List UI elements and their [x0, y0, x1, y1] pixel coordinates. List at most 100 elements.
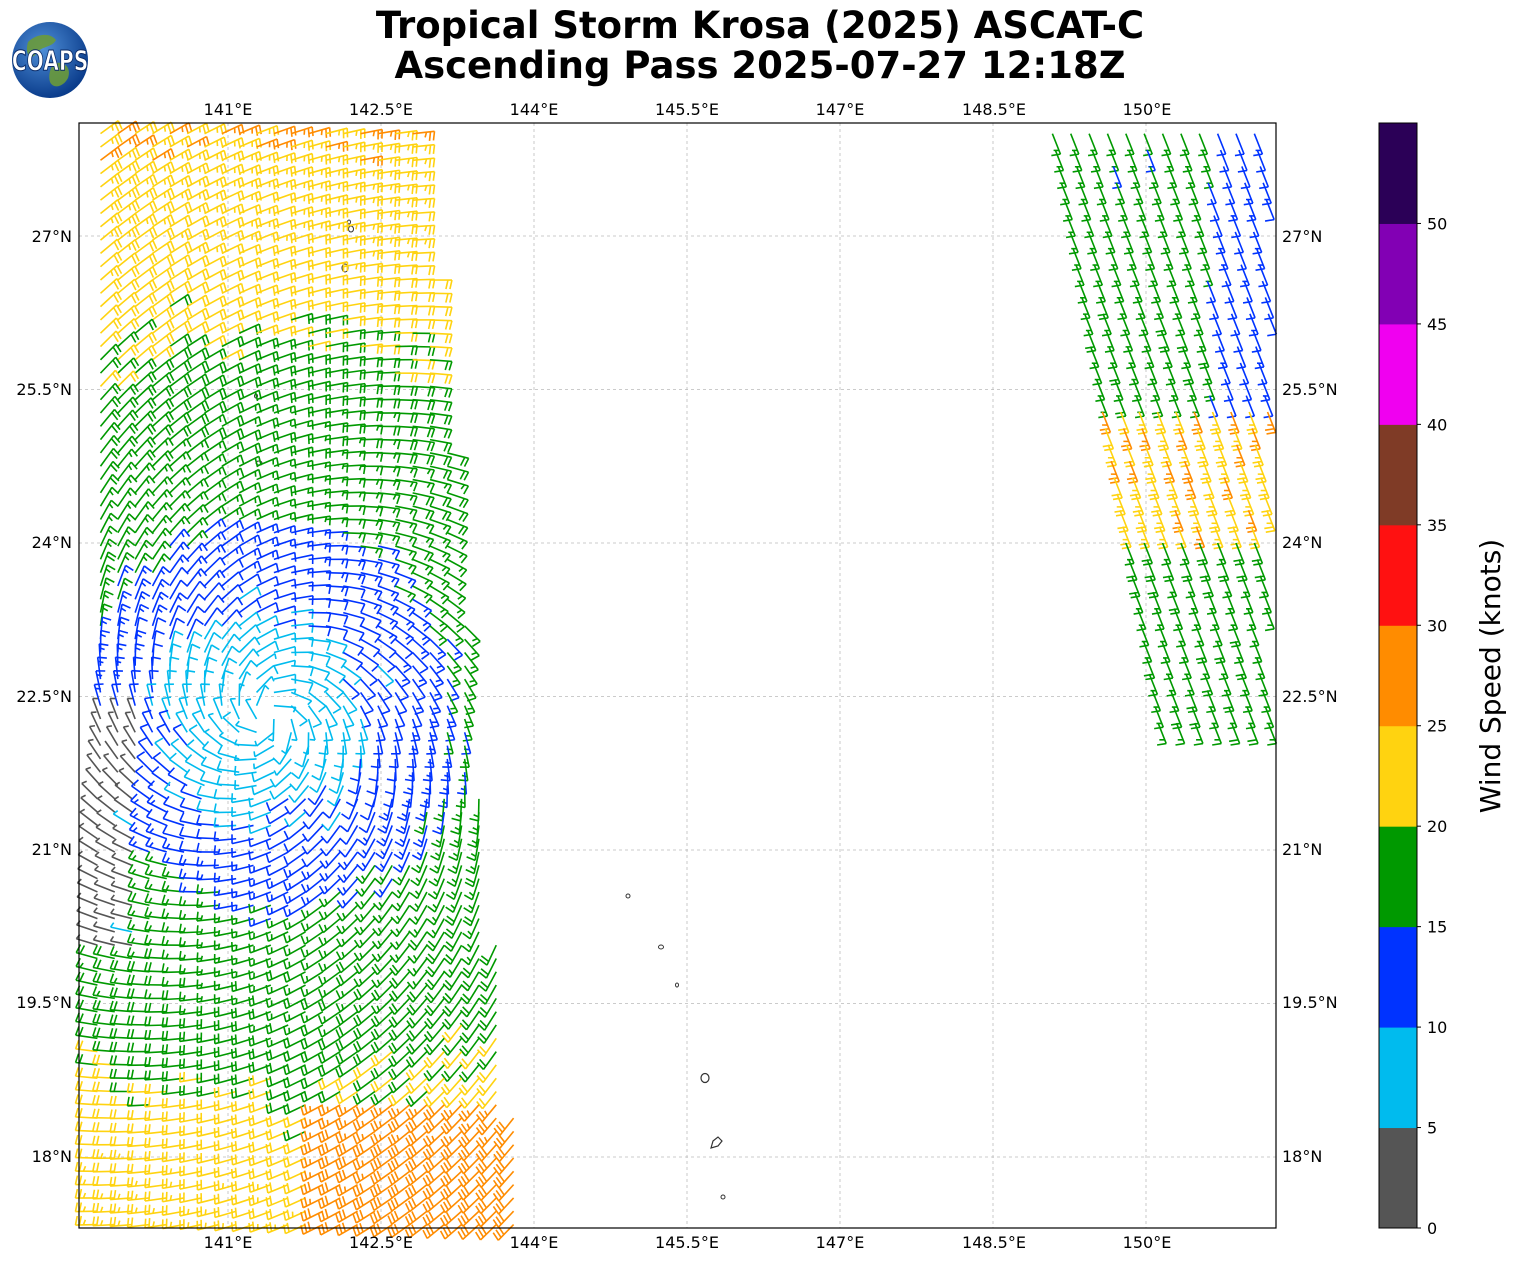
- wind-barb: [151, 437, 174, 454]
- wind-barb: [360, 142, 384, 153]
- lon-tick-label: 150°E: [1123, 100, 1172, 119]
- lat-tick-label: 22.5°N: [16, 687, 72, 706]
- wind-barb: [134, 226, 158, 241]
- wind-barb: [134, 462, 156, 481]
- wind-barb: [256, 271, 280, 283]
- wind-barb: [377, 142, 401, 154]
- lon-tick-label: 142.5°E: [349, 1233, 413, 1252]
- wind-barb: [134, 423, 157, 441]
- wind-barb: [134, 371, 157, 388]
- wind-barb: [152, 200, 175, 215]
- wind-barb: [429, 425, 453, 439]
- wind-barb: [169, 188, 193, 201]
- wind-barb: [117, 396, 139, 414]
- lat-tick-label: 25.5°N: [1282, 380, 1338, 399]
- wind-barb: [152, 345, 175, 361]
- wind-barb: [412, 398, 436, 411]
- wind-barb: [99, 408, 121, 427]
- wind-barb: [99, 251, 123, 268]
- wind-barb: [117, 186, 141, 201]
- wind-barb: [221, 454, 245, 467]
- wind-barb: [343, 248, 366, 260]
- wind-barb: [169, 320, 193, 334]
- wind-barb: [134, 147, 158, 161]
- wind-barb: [186, 412, 210, 427]
- wind-barb: [377, 196, 401, 207]
- wind-barb: [186, 202, 210, 215]
- wind-barb: [151, 397, 175, 414]
- wind-barb: [169, 411, 192, 427]
- wind-barb: [256, 178, 280, 190]
- wind-barb: [343, 181, 366, 193]
- wind-barb: [273, 338, 297, 350]
- lon-ticks-bottom: 141°E 142.5°E 144°E 145.5°E 147°E 148.5°…: [204, 1233, 1172, 1252]
- wind-barb: [256, 297, 280, 310]
- wind-barb: [99, 460, 120, 481]
- wind-barb: [117, 252, 140, 268]
- wind-barb: [343, 342, 366, 354]
- wind-barb: [186, 320, 210, 334]
- wind-barb: [429, 345, 453, 357]
- wind-barb: [117, 173, 141, 188]
- wind-barb: [429, 465, 453, 480]
- wind-barb: [412, 143, 436, 155]
- wind-barb: [169, 424, 192, 441]
- wind-barb: [360, 249, 384, 260]
- wind-barb: [377, 169, 401, 181]
- wind-barb: [134, 436, 157, 454]
- wind-barb: [256, 244, 280, 257]
- wind-barb: [447, 452, 470, 467]
- wind-barb: [256, 164, 280, 177]
- wind-barb: [343, 315, 366, 327]
- wind-barb: [412, 438, 436, 452]
- wind-barb: [134, 449, 156, 467]
- wind-barb: [152, 174, 175, 188]
- wind-barb: [186, 228, 210, 241]
- wind-barb: [377, 465, 401, 477]
- island-outline: [658, 944, 664, 950]
- wind-barb: [186, 175, 210, 188]
- wind-barb: [152, 147, 176, 161]
- wind-barb: [99, 395, 122, 414]
- wind-barb: [273, 351, 297, 364]
- wind-barb: [412, 197, 436, 209]
- island-outline: [675, 982, 679, 988]
- wind-barb: [99, 317, 122, 334]
- wind-barb: [221, 414, 245, 428]
- wind-barb: [290, 179, 314, 191]
- coaps-logo: COAPS: [11, 22, 89, 98]
- wind-barb: [429, 279, 453, 290]
- wind-barb: [204, 413, 227, 428]
- lat-ticks-right: 27°N 25.5°N 24°N 22.5°N 21°N 19.5°N 18°N: [1282, 227, 1338, 1166]
- wind-barb: [412, 224, 436, 235]
- wind-barb: [204, 374, 228, 388]
- wind-barb: [186, 188, 210, 201]
- wind-barb: [256, 124, 280, 137]
- lat-tick-label: 19.5°N: [1282, 993, 1338, 1012]
- wind-barb: [134, 266, 158, 281]
- wind-barb: [447, 465, 470, 481]
- wind-barb: [221, 401, 245, 414]
- wind-barb: [412, 157, 436, 168]
- wind-barb: [169, 359, 193, 374]
- wind-barb: [273, 325, 297, 337]
- wind-barb: [429, 292, 453, 303]
- wind-barb: [100, 133, 123, 148]
- wind-barb: [204, 426, 227, 441]
- wind-barb: [152, 384, 175, 401]
- wind-barb: [325, 180, 349, 192]
- wind-barb: [273, 311, 297, 324]
- island-outline: [720, 1194, 726, 1200]
- wind-barb: [429, 359, 453, 371]
- wind-barb: [99, 291, 123, 308]
- wind-barb: [117, 265, 140, 281]
- colorbar-segment: [1379, 424, 1417, 526]
- wind-barb: [273, 391, 297, 404]
- wind-barb: [429, 398, 453, 412]
- wind-barb: [134, 292, 158, 308]
- wind-barb: [429, 452, 453, 467]
- wind-barb: [395, 438, 418, 451]
- wind-barb: [360, 208, 384, 220]
- wind-barb: [395, 478, 418, 492]
